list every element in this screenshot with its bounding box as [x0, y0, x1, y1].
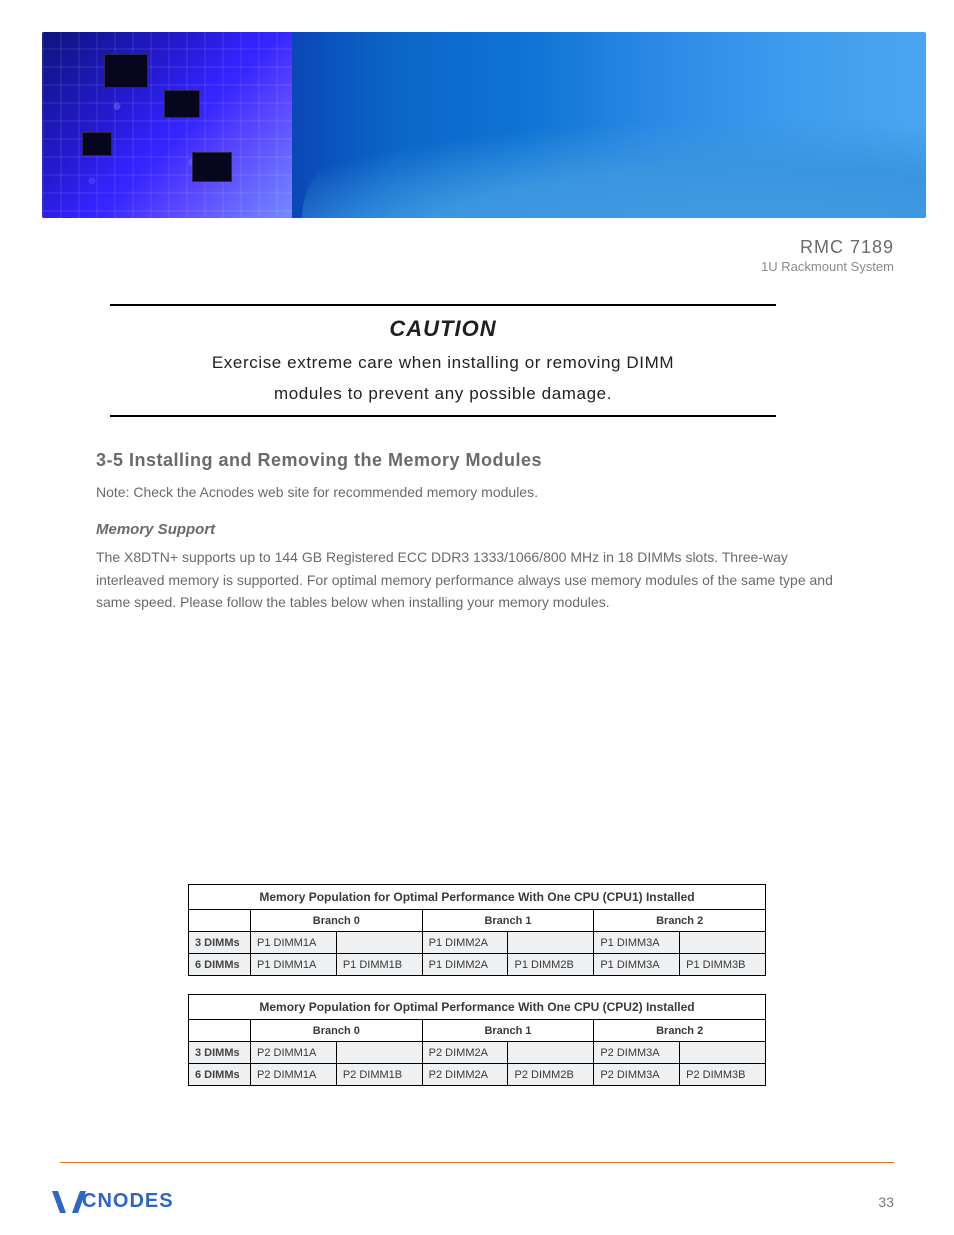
caution-line-1: Exercise extreme care when installing or… — [212, 353, 674, 372]
dimm-cell: P2 DIMM1A — [251, 1064, 337, 1086]
dimm-cell: P2 DIMM1B — [336, 1064, 422, 1086]
header-banner — [42, 32, 926, 218]
product-label: RMC 7189 1U Rackmount System — [761, 236, 894, 275]
branch-header: Branch 1 — [422, 910, 594, 932]
table-title: Memory Population for Optimal Performanc… — [189, 885, 766, 910]
dimm-cell — [336, 932, 422, 954]
footer: CNODES 33 — [58, 1190, 894, 1213]
dimm-cell: P2 DIMM2B — [508, 1064, 594, 1086]
dimm-cell — [508, 1042, 594, 1064]
row-label: 3 DIMMs — [189, 1042, 251, 1064]
table-title: Memory Population for Optimal Performanc… — [189, 995, 766, 1020]
caution-rule-top — [110, 304, 776, 306]
dimm-cell: P1 DIMM1B — [336, 954, 422, 976]
dimm-cell — [336, 1042, 422, 1064]
row-label: 6 DIMMs — [189, 954, 251, 976]
section-heading: 3-5 Installing and Removing the Memory M… — [96, 450, 858, 471]
table-row: 6 DIMMs P2 DIMM1A P2 DIMM1B P2 DIMM2A P2… — [189, 1064, 766, 1086]
branch-header: Branch 0 — [251, 1020, 423, 1042]
caution-body: Exercise extreme care when installing or… — [110, 348, 776, 409]
brand-logo-text: CNODES — [82, 1190, 174, 1213]
table-row: 3 DIMMs P2 DIMM1A P2 DIMM2A P2 DIMM3A — [189, 1042, 766, 1064]
dimm-cell: P1 DIMM2A — [422, 932, 508, 954]
dimm-cell: P1 DIMM2A — [422, 954, 508, 976]
dimm-cell: P2 DIMM3A — [594, 1064, 680, 1086]
dimm-cell — [680, 1042, 766, 1064]
row-label: 6 DIMMs — [189, 1064, 251, 1086]
banner-swoop — [302, 98, 926, 218]
dimm-cell: P1 DIMM3B — [680, 954, 766, 976]
table-row: 6 DIMMs P1 DIMM1A P1 DIMM1B P1 DIMM2A P1… — [189, 954, 766, 976]
banner-pcb-art — [42, 32, 292, 218]
caution-title: CAUTION — [110, 316, 776, 342]
table-corner — [189, 910, 251, 932]
dimm-cell: P2 DIMM2A — [422, 1064, 508, 1086]
dimm-cell: P1 DIMM1A — [251, 954, 337, 976]
branch-header: Branch 1 — [422, 1020, 594, 1042]
subsection-heading: Memory Support — [96, 521, 858, 538]
section-body: The X8DTN+ supports up to 144 GB Registe… — [96, 546, 858, 613]
dimm-cell: P2 DIMM2A — [422, 1042, 508, 1064]
brand-logo-mark — [58, 1191, 80, 1213]
dimm-cell: P1 DIMM3A — [594, 954, 680, 976]
product-subtitle: 1U Rackmount System — [761, 259, 894, 275]
section-note: Note: Check the Acnodes web site for rec… — [96, 481, 858, 503]
caution-rule-bottom — [110, 415, 776, 417]
dimm-cell: P2 DIMM3A — [594, 1042, 680, 1064]
brand-logo: CNODES — [58, 1190, 174, 1213]
memory-tables: Memory Population for Optimal Performanc… — [188, 884, 766, 1104]
table-row: 3 DIMMs P1 DIMM1A P1 DIMM2A P1 DIMM3A — [189, 932, 766, 954]
branch-header: Branch 2 — [594, 1020, 766, 1042]
memory-table-cpu1: Memory Population for Optimal Performanc… — [188, 884, 766, 976]
row-label: 3 DIMMs — [189, 932, 251, 954]
memory-table-cpu2: Memory Population for Optimal Performanc… — [188, 994, 766, 1086]
table-corner — [189, 1020, 251, 1042]
dimm-cell: P1 DIMM1A — [251, 932, 337, 954]
dimm-cell — [680, 932, 766, 954]
dimm-cell: P2 DIMM3B — [680, 1064, 766, 1086]
branch-header: Branch 2 — [594, 910, 766, 932]
caution-block: CAUTION Exercise extreme care when insta… — [110, 304, 776, 417]
footer-rule — [60, 1162, 894, 1163]
product-model: RMC 7189 — [761, 236, 894, 259]
content-section: 3-5 Installing and Removing the Memory M… — [96, 450, 858, 630]
branch-header: Branch 0 — [251, 910, 423, 932]
dimm-cell: P2 DIMM1A — [251, 1042, 337, 1064]
dimm-cell: P1 DIMM3A — [594, 932, 680, 954]
caution-line-2: modules to prevent any possible damage. — [274, 384, 612, 403]
page-number: 33 — [878, 1194, 894, 1210]
dimm-cell — [508, 932, 594, 954]
dimm-cell: P1 DIMM2B — [508, 954, 594, 976]
